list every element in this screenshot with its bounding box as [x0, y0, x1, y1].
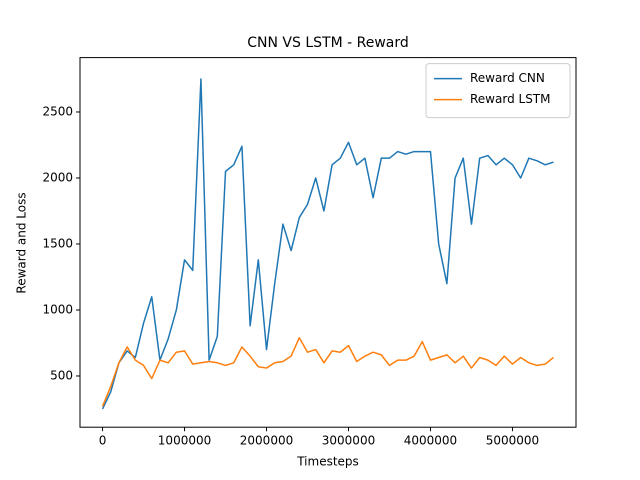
x-axis-label: Timesteps [296, 455, 359, 469]
y-tick-label: 2500 [42, 104, 73, 118]
y-axis-label: Reward and Loss [15, 192, 29, 293]
x-tick-label: 3000000 [322, 434, 375, 448]
series-line [101, 78, 554, 410]
y-tick-label: 2000 [42, 170, 73, 184]
y-tick-label: 1000 [42, 302, 73, 316]
x-tick-label: 1000000 [158, 434, 211, 448]
plot-frame [79, 57, 577, 428]
x-tick-label: 2000000 [240, 434, 293, 448]
series-line [101, 336, 554, 407]
y-tick-label: 1500 [42, 236, 73, 250]
legend-label: Reward LSTM [470, 92, 551, 106]
legend-label: Reward CNN [470, 71, 545, 85]
chart-title: CNN VS LSTM - Reward [247, 35, 409, 51]
legend-box [425, 63, 571, 119]
x-tick-label: 0 [99, 434, 107, 448]
y-tick-label: 500 [50, 368, 73, 382]
x-tick-label: 5000000 [486, 434, 539, 448]
x-tick-label: 4000000 [404, 434, 457, 448]
